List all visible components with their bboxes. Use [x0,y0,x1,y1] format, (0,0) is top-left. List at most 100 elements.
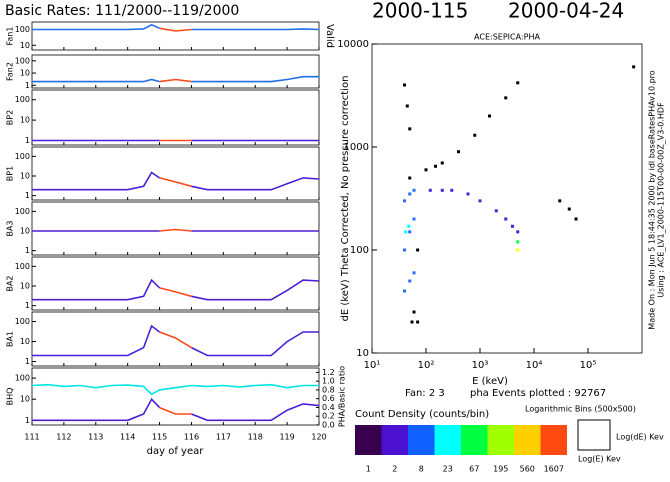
colorbar-label: 23 [443,465,453,474]
colorbar-label: 1607 [544,465,564,474]
panel-frame [31,311,320,367]
y-tick-label: 100 [350,245,369,256]
colorbar-swatch [461,425,488,455]
series-line [31,383,319,396]
series-line [32,278,320,301]
y-tick-label: 10 [20,69,30,78]
point [440,188,444,192]
left-title: Basic Rates: 111/2000--119/2000 [5,3,239,19]
y-tick-label: 100 [15,152,30,161]
colorbar-swatch [434,425,461,455]
colorbar-swatch [514,425,541,455]
point [403,289,407,293]
series-line [159,27,192,32]
colorbar-label: 560 [520,465,535,474]
series-line [159,406,192,415]
colorbar-label: 195 [493,465,508,474]
y-tick-label: 10 [20,172,30,181]
panel-frame [31,54,320,89]
panel-frame [31,21,320,51]
legend-x-label: Log(E) Kev [578,455,621,464]
y2-tick-label: 0.2 [322,412,335,421]
point [516,81,520,85]
x-tick-label: 115 [152,433,167,442]
y-tick-label: 10 [20,395,30,404]
series-line [159,331,192,349]
point [516,230,520,234]
panel-frame [31,367,320,426]
x-tick-label: 111 [24,433,39,442]
using: Using : ACE_LV1_2000-115T00-00-00Z_V3-0.… [657,102,666,298]
series-line [159,78,192,83]
x-tick-label: 117 [216,433,231,442]
panel-label: BA2 [6,275,15,291]
bins-label: Logarithmic Bins (500x500) [525,405,636,414]
point [412,188,416,192]
point [403,248,407,252]
point [457,150,461,154]
point [408,192,412,196]
point [473,133,477,137]
point [434,164,438,168]
point [424,168,428,172]
bins-box [577,419,611,451]
point [574,217,578,221]
y2-tick-label: 1.2 [322,368,335,377]
series-line [32,324,319,357]
date-header: 2000-04-24 [508,0,624,23]
y2-tick-label: 0.6 [322,394,335,403]
panel-label: Fan1 [6,27,15,46]
panel-label: BA1 [6,331,15,347]
point [567,207,571,211]
colorbar-swatch [540,425,567,455]
y-tick-label: 100 [15,317,30,326]
point [408,127,412,131]
scatter-title: ACE:SEPICA:PHA [474,33,540,42]
x-tick-label: 116 [184,433,199,442]
colorbar-swatch [381,425,408,455]
point [408,279,412,283]
point [408,176,412,180]
y-tick-label: 10000 [337,39,369,50]
events-label: pha Events plotted : 92767 [470,388,606,399]
y-tick-label: 1 [25,81,30,90]
point [405,104,409,108]
series-line [159,177,192,188]
x-tick-label: 113 [88,433,103,442]
x-tick-label: 10³ [472,360,489,371]
point [404,230,408,234]
panel-label: Fan2 [6,62,15,81]
point [416,320,420,324]
series-line [32,397,320,422]
colorbar-label: 2 [392,465,397,474]
colorbar-swatch [355,425,382,455]
x-tick-label: 10² [418,360,435,371]
panel-label: BP2 [6,110,15,125]
y2-tick-label: 0.4 [322,403,335,412]
x-tick-label: 10⁴ [526,360,543,371]
y-axis-label: dE (keV) Theta Corrected, No pressure co… [340,76,351,322]
point [466,192,470,196]
point [516,248,520,252]
colorbar-swatch [408,425,435,455]
panel-frame [31,89,320,146]
point [428,188,432,192]
point [407,224,411,228]
point [412,271,416,275]
y2-tick-label: 1.0 [322,377,335,386]
y2-tick-label: 0.0 [322,421,335,430]
x-tick-label: 10¹ [364,360,381,371]
y-tick-label: 10 [20,282,30,291]
panel-frame [31,146,320,201]
y-tick-label: 1 [25,301,30,310]
y-tick-label: 100 [15,56,30,65]
point [403,199,407,203]
y-tick-label: 10 [20,227,30,236]
valid-label: Valid [324,24,335,48]
series-line [159,287,192,298]
y2-axis-label: PHA/Basic ratio [338,366,347,427]
y-tick-label: 100 [15,374,30,383]
x-tick-label: 114 [120,433,135,442]
